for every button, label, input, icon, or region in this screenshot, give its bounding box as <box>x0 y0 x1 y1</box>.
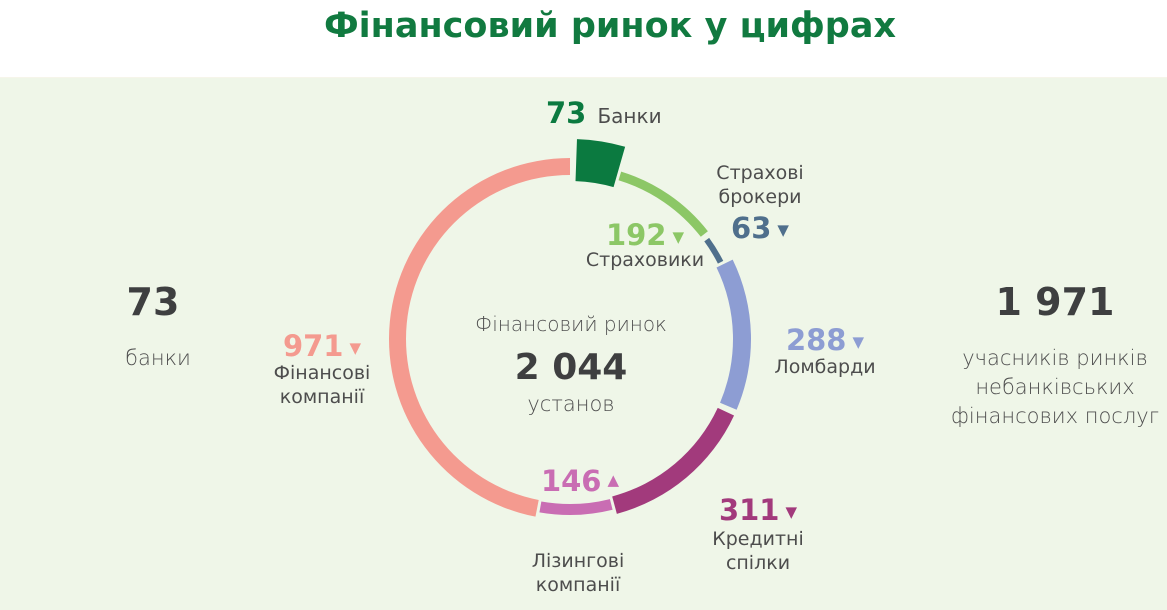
right-stat-line-1: учасників ринків <box>962 346 1148 370</box>
label-leasing: Лізингові компанії <box>518 549 638 597</box>
label-finance-companies: 971 ▼ Фінансові компанії <box>262 329 382 409</box>
pawnshops-label: Ломбарди <box>774 356 876 378</box>
center-caption: Фінансовий ринок <box>475 312 667 336</box>
pawnshops-value: 288 <box>785 323 847 357</box>
trend-down-icon: ▼ <box>672 228 685 246</box>
leasing-value: 146 <box>540 464 602 498</box>
page-title: Фінансовий ринок у цифрах <box>323 6 897 46</box>
insurers-label: Страховики <box>585 249 705 271</box>
left-stat-value: 73 <box>126 280 180 324</box>
trend-down-icon: ▼ <box>777 221 789 239</box>
trend-up-icon: ▲ <box>607 471 620 489</box>
label-brokers: Страхові брокери 63 ▼ <box>700 161 820 245</box>
banks-value: 73 <box>546 96 587 130</box>
right-stat-line-2: небанківських <box>975 375 1135 399</box>
brokers-label-2: брокери <box>718 186 802 208</box>
label-leasing-value: 146 ▲ <box>520 464 640 498</box>
finance-companies-value: 971 <box>282 329 344 363</box>
credit-unions-label: Кредитні спілки <box>712 528 804 574</box>
trend-down-icon: ▼ <box>785 503 798 521</box>
label-credit-unions: 311 ▼ Кредитні спілки <box>678 493 838 575</box>
finance-companies-label-1: Фінансові <box>273 362 371 384</box>
label-pawnshops: 288 ▼ Ломбарди <box>765 323 885 379</box>
brokers-label-1: Страхові <box>716 162 804 184</box>
label-banks: 73 Банки <box>546 96 662 130</box>
arc-credit-unions <box>612 407 735 514</box>
left-stat-label: банки <box>125 346 191 370</box>
center-unit: установ <box>527 392 615 416</box>
right-stat-value: 1 971 <box>995 280 1115 324</box>
insurers-value: 192 <box>605 218 667 252</box>
arc-leasing-companies <box>539 499 613 515</box>
trend-down-icon: ▼ <box>852 333 865 351</box>
trend-down-icon: ▼ <box>349 339 362 357</box>
arc-pawnshops <box>716 259 751 410</box>
credit-unions-value: 311 <box>718 493 780 527</box>
banks-label: Банки <box>597 104 662 128</box>
brokers-value: 63 <box>731 211 772 245</box>
label-insurers: 192 ▼ Страховики <box>570 218 720 272</box>
finance-companies-label-2: компанії <box>279 386 365 408</box>
leasing-label-1: Лізингові <box>531 550 625 572</box>
right-stat-label: учасників ринків небанківських фінансови… <box>940 344 1167 431</box>
arc-insurers <box>618 171 708 237</box>
arc-banks <box>575 139 626 188</box>
center-total: 2 044 <box>514 347 628 388</box>
arc-insurance-brokers <box>704 237 724 264</box>
leasing-label-2: компанії <box>535 574 621 596</box>
right-stat-line-3: фінансових послуг <box>950 404 1160 428</box>
